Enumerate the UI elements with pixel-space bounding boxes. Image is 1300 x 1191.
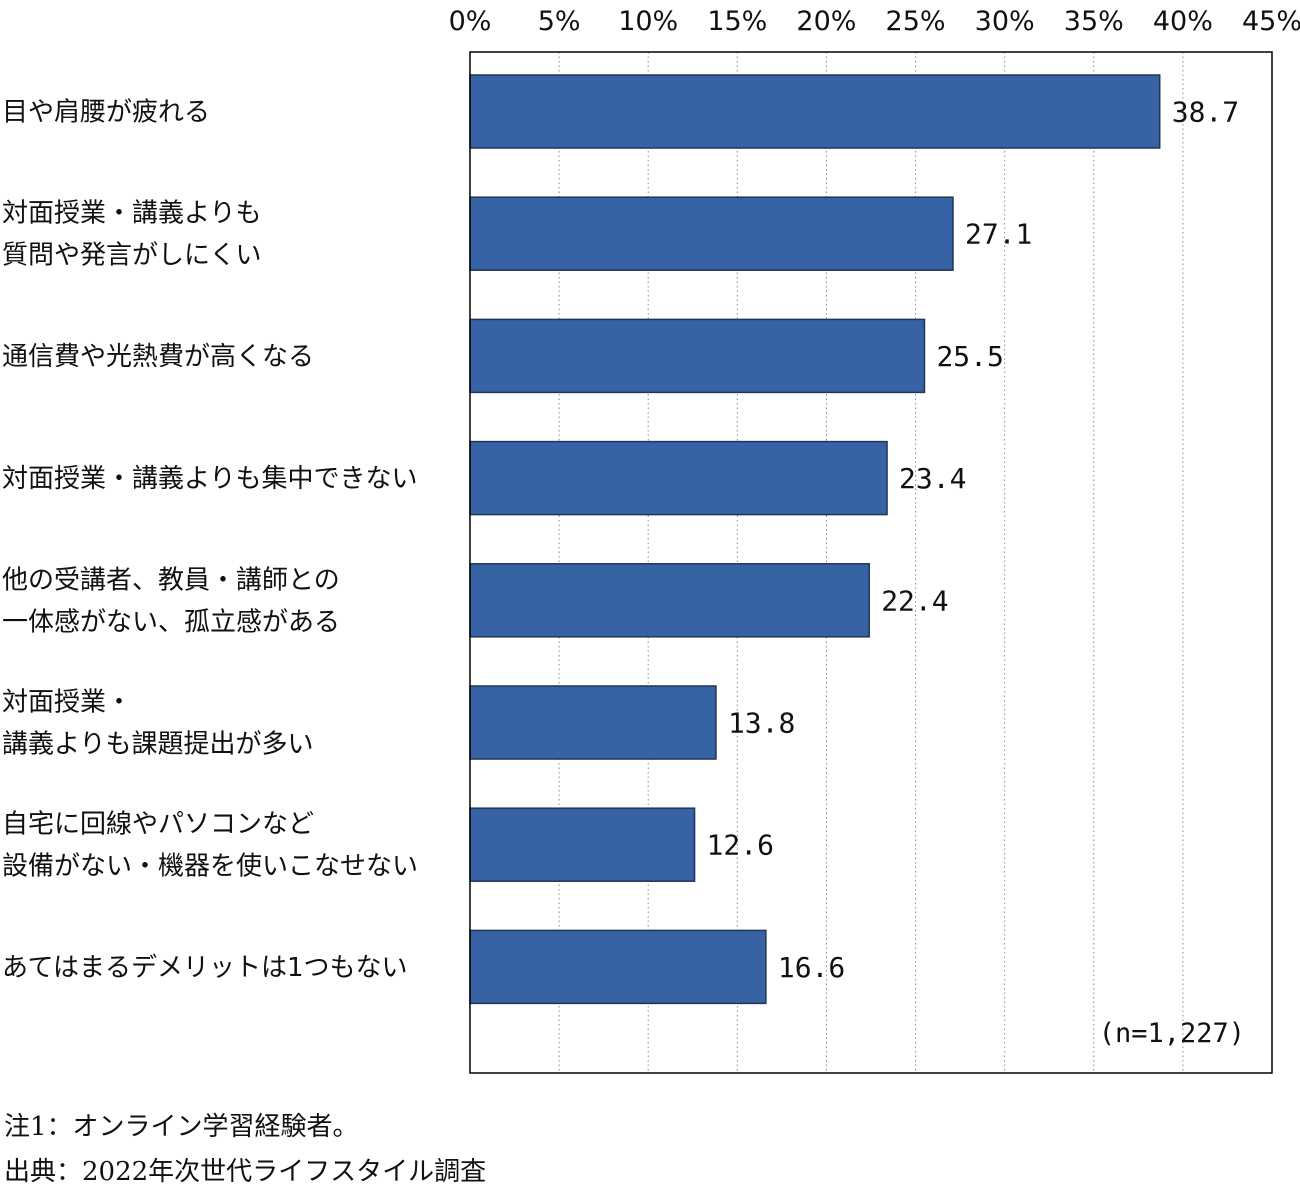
category-label: 自宅に回線やパソコンなど <box>2 810 314 840</box>
x-tick-label: 20% <box>796 6 856 37</box>
category-labels: 目や肩腰が疲れる対面授業・講義よりも質問や発言がしにくい通信費や光熱費が高くなる… <box>2 98 418 983</box>
category-label: 他の受講者、教員・講師との <box>2 565 340 595</box>
bar <box>469 685 717 760</box>
category-label: あてはまるデメリットは1つもない <box>2 953 408 983</box>
category-label: 通信費や光熱費が高くなる <box>2 342 314 372</box>
x-tick-label: 0% <box>449 6 492 37</box>
bar <box>469 196 954 271</box>
bar-chart: 0% 5% 10% 15% 20% 25% 30% 35% 40% 45% 目や肩腰が疲れる対面授… <box>2 6 1300 1074</box>
value-label: 25.5 <box>936 340 1003 373</box>
bars <box>469 74 1161 1005</box>
x-axis-ticks: 0% 5% 10% 15% 20% 25% 30% 35% 40% 45% <box>449 6 1300 37</box>
category-label: 対面授業・講義よりも <box>2 199 261 229</box>
value-label: 12.6 <box>707 829 774 862</box>
category-label: 目や肩腰が疲れる <box>2 98 210 128</box>
plot-frame <box>469 51 1273 1074</box>
value-labels: 38.7 27.1 25.5 23.4 22.4 13.8 12.6 16.6 <box>707 96 1240 984</box>
value-label: 22.4 <box>881 584 948 617</box>
x-tick-label: 40% <box>1153 6 1213 37</box>
bar <box>469 440 888 516</box>
x-tick-label: 10% <box>618 6 678 37</box>
value-label: 38.7 <box>1172 96 1239 129</box>
category-label: 対面授業・講義よりも集中できない <box>2 464 417 494</box>
footnote-note: 注1：オンライン学習経験者。 <box>4 1112 359 1142</box>
x-tick-label: 5% <box>538 6 581 37</box>
category-label: 一体感がない、孤立感がある <box>2 607 340 637</box>
value-label: 27.1 <box>965 218 1032 251</box>
bar <box>469 74 1161 149</box>
category-label: 対面授業・ <box>2 688 132 718</box>
bar <box>469 318 926 394</box>
gridlines <box>558 52 1184 1073</box>
sample-size-note: (n=1,227) <box>1099 1018 1245 1049</box>
x-tick-label: 30% <box>975 6 1035 37</box>
category-label: 講義よりも課題提出が多い <box>2 730 313 760</box>
x-tick-label: 35% <box>1064 6 1124 37</box>
category-label: 質問や発言がしにくい <box>2 241 261 271</box>
bar <box>469 929 767 1005</box>
x-tick-label: 25% <box>886 6 946 37</box>
category-label: 設備がない・機器を使いこなせない <box>2 852 418 882</box>
footnote-source: 出典：2022年次世代ライフスタイル調査 <box>4 1157 487 1187</box>
value-label: 13.8 <box>728 707 795 740</box>
bar <box>469 563 870 638</box>
x-tick-label: 15% <box>707 6 767 37</box>
x-tick-label: 45% <box>1242 6 1300 37</box>
value-label: 16.6 <box>778 951 845 984</box>
value-label: 23.4 <box>899 462 966 495</box>
bar <box>469 807 696 882</box>
